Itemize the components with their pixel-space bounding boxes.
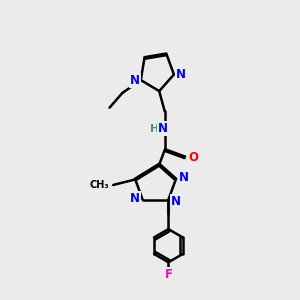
Text: N: N: [130, 192, 140, 205]
Text: N: N: [178, 171, 188, 184]
Text: F: F: [164, 268, 172, 281]
Text: CH₃: CH₃: [90, 180, 110, 190]
Text: N: N: [158, 122, 168, 135]
Text: H: H: [150, 124, 159, 134]
Text: N: N: [130, 74, 140, 87]
Text: O: O: [189, 151, 199, 164]
Text: N: N: [171, 195, 181, 208]
Text: N: N: [176, 68, 186, 81]
